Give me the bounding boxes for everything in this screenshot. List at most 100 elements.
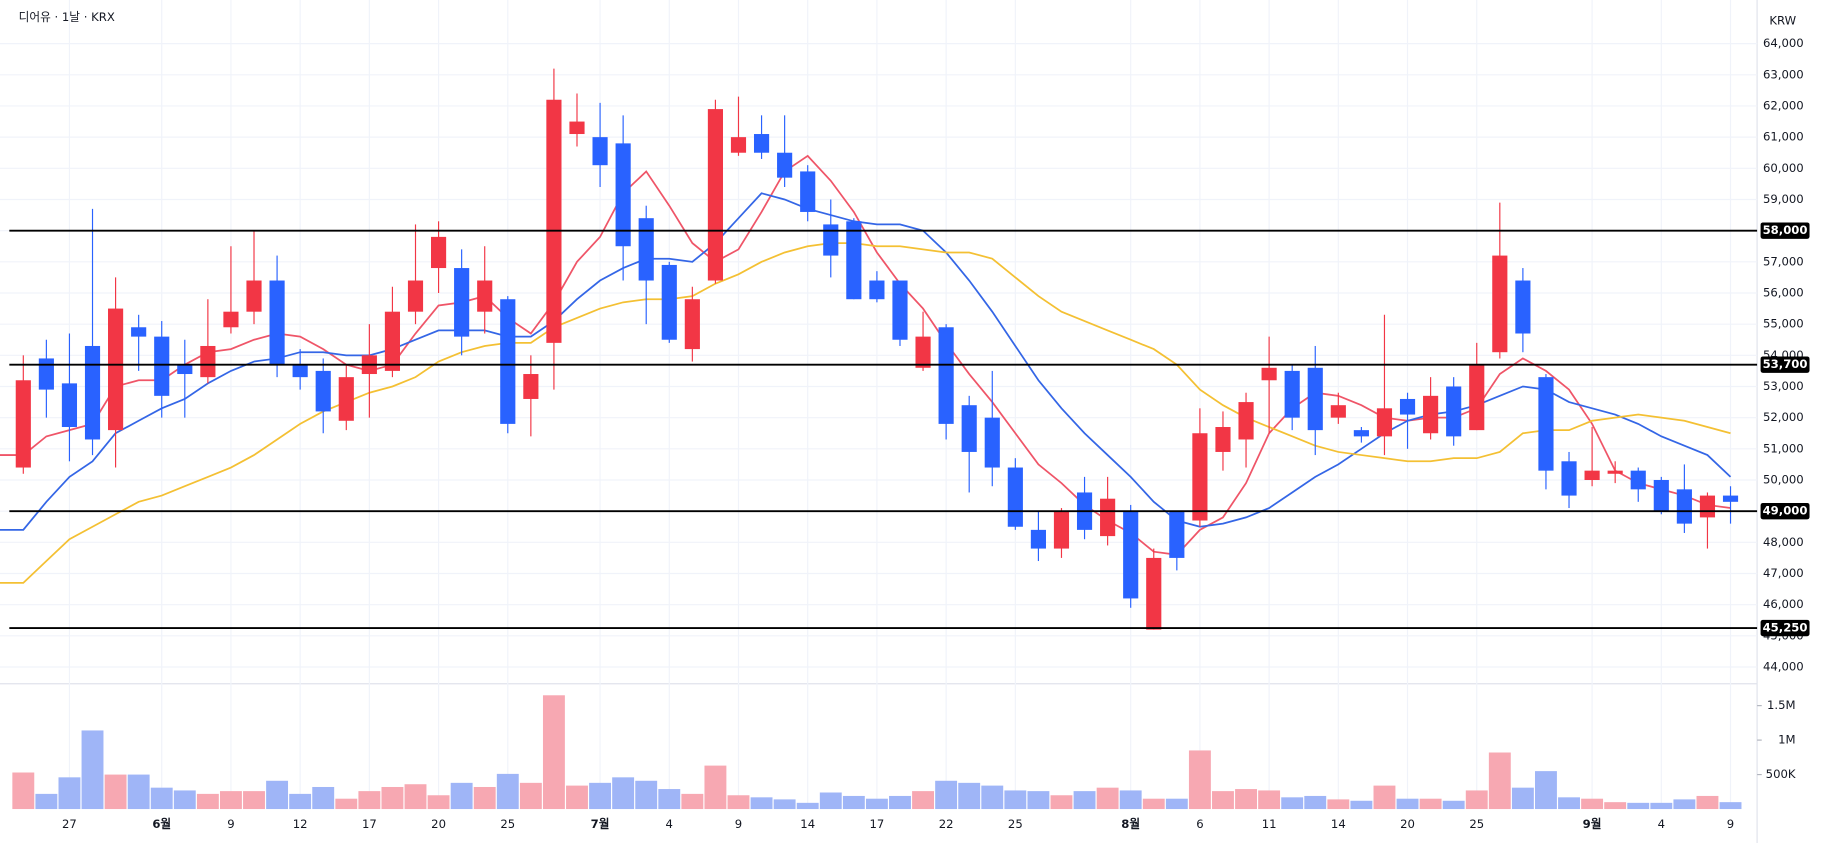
candle-body — [938, 327, 954, 424]
volume-bar — [1373, 785, 1396, 810]
candle-body — [1399, 398, 1416, 415]
candle-body — [869, 280, 885, 300]
candle-body — [661, 264, 677, 340]
volume-bar — [935, 780, 958, 810]
volume-bar — [1119, 790, 1142, 810]
volume-bar — [981, 785, 1004, 810]
volume-bar — [1096, 787, 1119, 810]
candle-body — [1238, 402, 1254, 440]
volume-bar — [1142, 798, 1165, 810]
volume-bar — [496, 773, 519, 810]
candle-body — [1284, 370, 1300, 418]
volume-bar — [519, 782, 542, 810]
candle-body — [1722, 495, 1739, 502]
candle-body — [1169, 511, 1185, 558]
x-tick-label: 14 — [1331, 817, 1346, 831]
y-tick-label: 59,000 — [1763, 192, 1804, 206]
candle-body — [430, 236, 447, 269]
volume-bar — [542, 695, 565, 810]
candle-body — [800, 171, 816, 212]
x-tick-label: 25 — [500, 817, 515, 831]
volume-bar — [1719, 802, 1742, 810]
candle-body — [615, 143, 631, 247]
candle-body — [1515, 280, 1531, 334]
volume-bar — [1558, 797, 1580, 810]
volume-bar — [1258, 790, 1281, 810]
y-tick-label: 62,000 — [1763, 98, 1804, 112]
candle-body — [1423, 395, 1439, 434]
volume-bar — [450, 782, 473, 810]
volume-bar — [1535, 771, 1557, 810]
volume-bar — [612, 777, 635, 810]
y-tick-label: 55,000 — [1763, 317, 1804, 331]
volume-bar — [1212, 791, 1234, 810]
volume-bar — [58, 777, 81, 810]
candle-body — [892, 280, 908, 340]
candle-body — [1123, 511, 1139, 599]
candle-body — [961, 405, 977, 452]
y-tick-label: 57,000 — [1763, 254, 1804, 268]
candle-body — [1215, 427, 1231, 452]
moving-average — [0, 154, 1731, 556]
volume-bar — [1442, 800, 1465, 810]
candle-body — [1446, 386, 1462, 437]
y-tick-label: 64,000 — [1763, 36, 1804, 50]
candle-body — [477, 280, 493, 312]
volume-bar — [1650, 802, 1673, 810]
volume-bar — [1627, 802, 1650, 810]
volume-bar — [912, 791, 935, 810]
volume-bar — [173, 790, 196, 810]
y-tick-label: 50,000 — [1763, 472, 1804, 486]
level-label: 53,700 — [1763, 357, 1808, 371]
candle-body — [61, 383, 78, 428]
volume-bar — [704, 765, 727, 810]
volume-bar — [1235, 789, 1257, 810]
volume-bar — [427, 795, 450, 810]
volume-bar — [81, 730, 104, 810]
x-tick-label: 20 — [1400, 817, 1415, 831]
candle-body — [454, 268, 470, 337]
x-tick-label: 4 — [1658, 817, 1665, 831]
candle-body — [1007, 467, 1023, 527]
y-tick-label: 47,000 — [1763, 566, 1804, 580]
candle-body — [500, 299, 516, 424]
candle-body — [1053, 511, 1070, 549]
candle-body — [200, 345, 216, 378]
candle-body — [777, 152, 793, 178]
moving-average — [0, 192, 1732, 531]
x-tick-label: 25 — [1008, 817, 1023, 831]
candle-body — [292, 364, 308, 378]
candle-body — [1353, 430, 1369, 437]
volume-bar — [773, 799, 796, 810]
x-tick-label: 4 — [666, 817, 673, 831]
candle-body — [1307, 367, 1323, 431]
candle-body — [177, 364, 193, 375]
volume-bar — [1511, 787, 1534, 810]
volume-bar — [35, 793, 58, 810]
volume-bar — [243, 791, 265, 810]
volume-bar — [266, 780, 289, 810]
candle-body — [1538, 377, 1554, 471]
candle-body — [223, 311, 239, 328]
y-tick-label: 52,000 — [1763, 410, 1804, 424]
volume-bar — [1465, 790, 1488, 810]
volume-bar — [635, 780, 658, 810]
candle-body — [1607, 470, 1623, 474]
x-tick-label: 20 — [431, 817, 446, 831]
volume-bar — [1188, 750, 1211, 810]
volume-bar — [404, 784, 427, 810]
candle-body — [384, 311, 401, 371]
candle-body — [1469, 364, 1485, 431]
candle-body — [1376, 408, 1393, 437]
y-tick-label: 56,000 — [1763, 285, 1804, 299]
volume-bar — [196, 793, 219, 810]
candle-body — [131, 327, 147, 337]
x-tick-label: 9 — [227, 817, 234, 831]
volume-bar — [1396, 798, 1419, 810]
candle-body — [592, 137, 608, 166]
volume-tick-label: 1.5M — [1767, 698, 1796, 712]
y-tick-label: 60,000 — [1763, 161, 1804, 175]
candle-body — [1192, 433, 1208, 521]
candle-body — [915, 336, 931, 368]
candle-body — [1330, 405, 1346, 418]
